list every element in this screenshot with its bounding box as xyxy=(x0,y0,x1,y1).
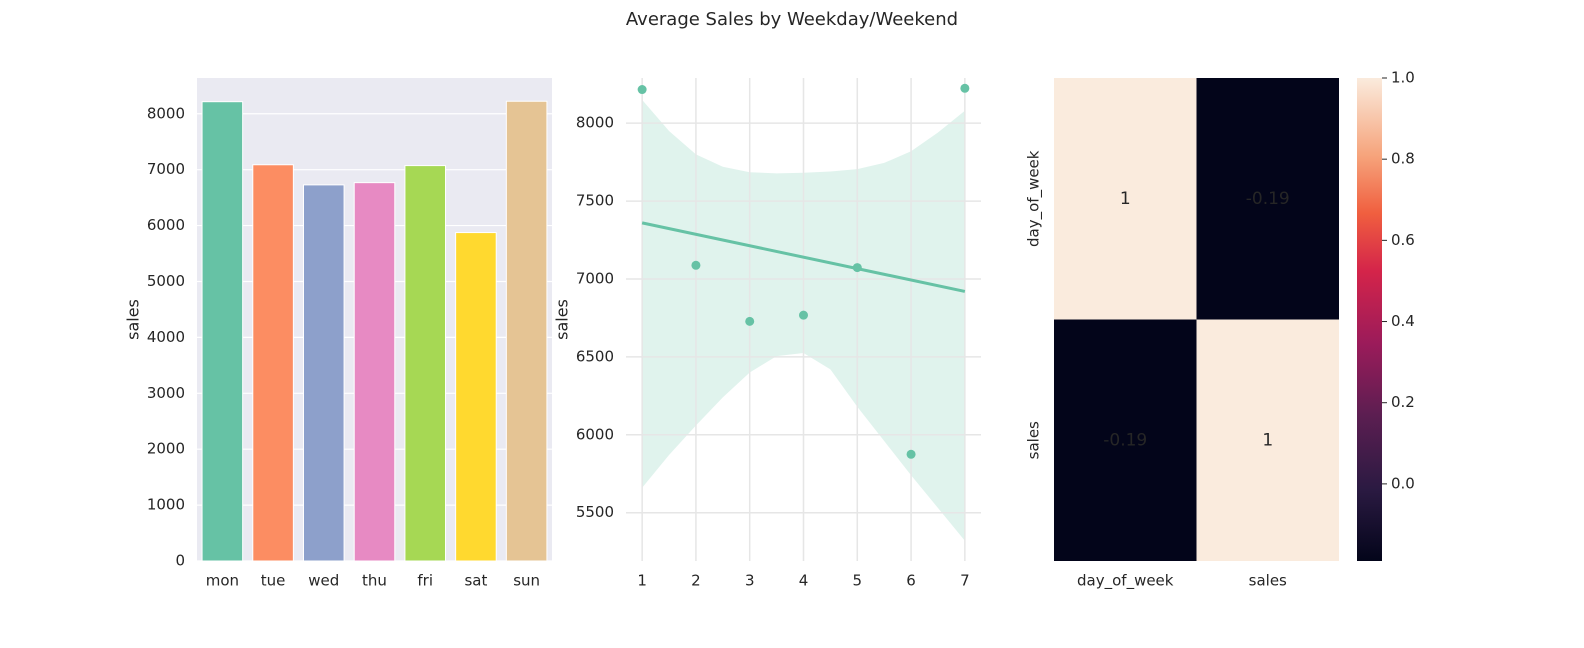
heatmap-cell xyxy=(1054,319,1197,561)
bar-x-tick-label: thu xyxy=(362,572,387,590)
reg-y-tick-label: 6000 xyxy=(576,425,614,443)
bar-y-tick-label: 5000 xyxy=(147,272,185,290)
bar xyxy=(353,182,396,562)
reg-x-tick-label: 4 xyxy=(799,572,809,590)
reg-point xyxy=(691,260,701,270)
bar-x-tick-label: sun xyxy=(513,572,540,590)
reg-x-tick-label: 2 xyxy=(691,572,701,590)
heatmap-cell-label: 1 xyxy=(1120,189,1131,209)
bar-y-tick-label: 8000 xyxy=(147,104,185,122)
colorbar-tick-label: 0.4 xyxy=(1391,312,1415,330)
bar-x-tick-label: tue xyxy=(261,572,286,590)
bar-x-tick-label: wed xyxy=(308,572,339,590)
bar-y-tick-label: 4000 xyxy=(147,328,185,346)
bar xyxy=(303,184,345,562)
reg-point xyxy=(960,83,970,93)
heatmap-cell xyxy=(1054,78,1197,320)
heatmap-cell xyxy=(1196,319,1339,561)
reg-x-tick-label: 3 xyxy=(745,572,755,590)
bar-y-axis-label: sales xyxy=(124,299,143,340)
reg-point xyxy=(852,263,862,273)
reg-y-tick-label: 7500 xyxy=(576,192,614,210)
heatmap-x-tick-label: sales xyxy=(1249,572,1287,590)
bar-y-tick-label: 2000 xyxy=(147,440,185,458)
bar xyxy=(505,100,548,562)
reg-point xyxy=(637,85,647,95)
reg-y-tick-label: 8000 xyxy=(576,114,614,132)
heatmap-cell-label: -0.19 xyxy=(1246,189,1290,209)
colorbar-tick-label: 0.2 xyxy=(1391,393,1415,411)
reg-x-tick-label: 6 xyxy=(906,572,916,590)
reg-point xyxy=(745,316,755,326)
reg-x-tick-label: 7 xyxy=(960,572,970,590)
colorbar-tick-label: 0.0 xyxy=(1391,474,1415,492)
bar-y-tick-label: 0 xyxy=(175,552,185,570)
heatmap-cell xyxy=(1196,78,1339,320)
reg-y-tick-label: 5500 xyxy=(576,503,614,521)
bar xyxy=(252,164,294,562)
figure-title: Average Sales by Weekday/Weekend xyxy=(625,9,959,30)
bar-y-tick-label: 1000 xyxy=(147,496,185,514)
heatmap-x-tick-label: day_of_week xyxy=(1077,572,1174,591)
reg-point xyxy=(906,449,916,459)
reg-point xyxy=(799,310,808,320)
bar-x-tick-label: sat xyxy=(464,572,487,590)
bar xyxy=(201,101,244,562)
colorbar-tick-label: 0.6 xyxy=(1391,231,1415,249)
colorbar-tick-label: 0.8 xyxy=(1391,150,1415,168)
bar-y-tick-label: 3000 xyxy=(147,384,185,402)
reg-y-tick-label: 6500 xyxy=(576,347,614,365)
reg-y-axis-label: sales xyxy=(553,299,572,340)
heatmap-cell-label: 1 xyxy=(1262,430,1273,450)
reg-y-tick-label: 7000 xyxy=(576,269,614,287)
bar-x-tick-label: mon xyxy=(206,572,239,590)
bar-y-tick-label: 6000 xyxy=(147,216,185,234)
reg-x-tick-label: 1 xyxy=(637,572,647,590)
reg-x-tick-label: 5 xyxy=(853,572,863,590)
heatmap-cell-label: -0.19 xyxy=(1103,430,1147,450)
bar-x-tick-label: fri xyxy=(417,572,433,590)
bar-y-tick-label: 7000 xyxy=(147,160,185,178)
bar xyxy=(404,165,446,562)
colorbar-tick-label: 1.0 xyxy=(1391,69,1415,87)
reg-fit-line xyxy=(641,221,966,293)
heatmap-y-tick-label: day_of_week xyxy=(1025,150,1044,247)
colorbar xyxy=(1357,78,1382,561)
bar xyxy=(455,232,497,562)
heatmap-y-tick-label: sales xyxy=(1025,421,1043,459)
